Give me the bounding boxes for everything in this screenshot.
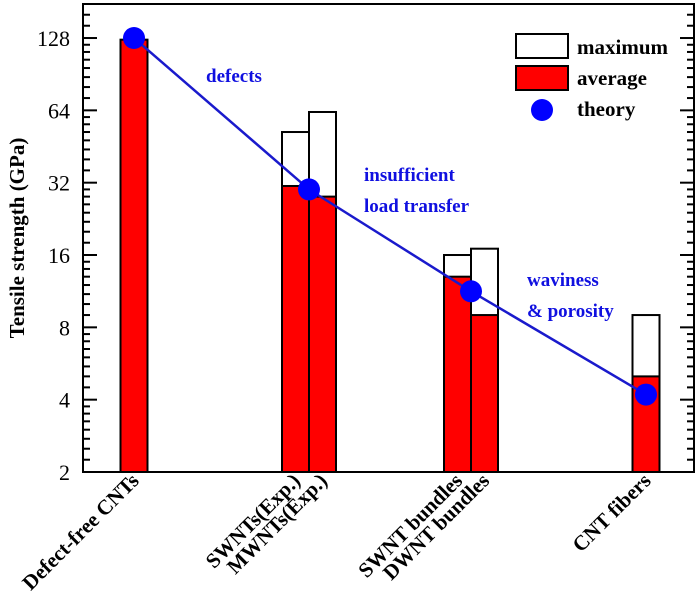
legend: maximum average theory bbox=[515, 33, 669, 121]
bar-average bbox=[470, 314, 499, 473]
theory-point bbox=[298, 178, 320, 201]
y-tick-label: 64 bbox=[48, 98, 70, 123]
annotation-text: & porosity bbox=[527, 301, 614, 322]
theory-point bbox=[123, 27, 145, 50]
theory-point bbox=[635, 383, 657, 406]
annotations: defects insufficient load transfer waviness… bbox=[206, 66, 614, 322]
annotation-text: defects bbox=[206, 66, 262, 87]
bar-average bbox=[119, 38, 149, 474]
annotation-text: insufficient bbox=[364, 165, 455, 186]
y-tick-label: 128 bbox=[37, 26, 70, 51]
legend-average-swatch bbox=[515, 65, 569, 91]
y-tick-label: 32 bbox=[48, 171, 70, 196]
annotation-text: load transfer bbox=[364, 196, 470, 217]
y-tick-label: 8 bbox=[59, 315, 70, 340]
bar-average bbox=[308, 195, 337, 473]
bar-average bbox=[443, 275, 472, 473]
y-tick-label: 2 bbox=[59, 460, 70, 485]
theory-point bbox=[460, 280, 482, 303]
legend-theory-label: theory bbox=[577, 97, 636, 121]
legend-maximum-label: maximum bbox=[577, 35, 669, 59]
legend-average-label: average bbox=[577, 66, 647, 90]
y-axis-title: Tensile strength (GPa) bbox=[5, 138, 29, 339]
y-tick-label: 16 bbox=[48, 243, 70, 268]
y-tick-label: 4 bbox=[59, 388, 70, 413]
y-axis-ticks bbox=[83, 13, 694, 473]
x-category-label: CNT fibers bbox=[567, 469, 655, 557]
x-category-label: Defect-free CNTs bbox=[17, 469, 143, 595]
theory-line bbox=[133, 37, 647, 396]
legend-theory-marker bbox=[531, 99, 553, 121]
theory-series bbox=[123, 27, 657, 406]
plot-frame bbox=[82, 3, 695, 473]
y-axis-tick-labels: 2 4 8 16 32 64 128 bbox=[37, 26, 70, 485]
legend-maximum-swatch bbox=[515, 33, 569, 59]
bar-average bbox=[281, 184, 310, 473]
x-axis-category-labels: Defect-free CNTs SWNTs(Exp.)MWNTs(Exp.) SW… bbox=[17, 469, 655, 595]
annotation-text: waviness bbox=[527, 270, 599, 291]
